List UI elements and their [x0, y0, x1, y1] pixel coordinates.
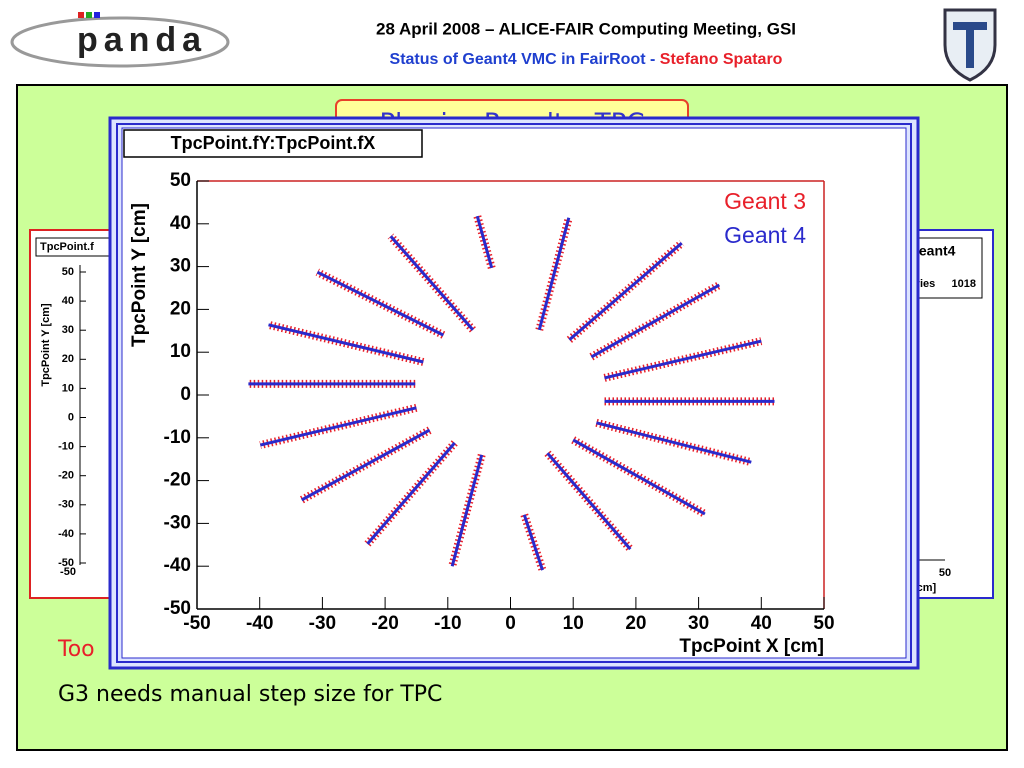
- y-axis-label: TpcPoint Y [cm]: [129, 203, 150, 347]
- y-tick-label: 0: [180, 384, 191, 405]
- mini-y-tick: 0: [68, 411, 74, 423]
- mini-y-tick: -40: [58, 528, 74, 540]
- y-tick-label: 40: [170, 213, 191, 234]
- mini-title: TpcPoint.f: [40, 241, 94, 253]
- mini-x-tick: 50: [939, 567, 951, 579]
- plot-canvas: [121, 127, 907, 659]
- plot-area: -50 -40 -30 -20 -10 0 10 20 30 40 50 -50 -40 -30 -20 -1…: [164, 170, 835, 634]
- mini-y-tick: -30: [58, 499, 74, 511]
- header-line: Status of Geant4 VMC in FairRoot - Stefa…: [390, 51, 783, 68]
- y-tick-label: 50: [170, 170, 191, 191]
- logo-dot: [86, 12, 92, 18]
- mini-y-tick: 20: [62, 353, 74, 365]
- y-tick-label: -20: [164, 470, 191, 491]
- mini-ticks: 50 40 30 20 10 0 -10 -20 -30 -40 -50: [58, 266, 86, 569]
- y-tick-label: 20: [170, 298, 191, 319]
- x-tick-label: 20: [625, 613, 646, 634]
- stats-value: 1018: [952, 278, 976, 290]
- shield-letter: [953, 22, 987, 68]
- x-tick-label: -10: [434, 613, 461, 634]
- mini-x-tick: -50: [60, 566, 76, 578]
- legend-entry: Geant 4: [724, 222, 806, 248]
- logo: panda: [77, 21, 207, 59]
- x-tick-label: -30: [309, 613, 336, 634]
- mini-y-tick: 10: [62, 382, 74, 394]
- bullet: Too: [57, 637, 95, 662]
- y-tick-label: -30: [164, 512, 191, 533]
- x-tick-label: 0: [505, 613, 516, 634]
- subtitle: Status of Geant4 VMC in FairRoot -: [390, 51, 660, 68]
- mini-y-tick: -50: [58, 557, 74, 569]
- logo-ring: [10, 16, 230, 68]
- header-line: 28 April 2008 – ALICE-FAIR Computing Mee…: [376, 19, 796, 38]
- mini-y-tick: 40: [62, 295, 74, 307]
- legend-entry: Geant 3: [724, 188, 806, 214]
- x-tick-label: -40: [246, 613, 273, 634]
- chart-title: TpcPoint.fY:TpcPoint.fX: [171, 133, 376, 153]
- x-tick-label: 40: [751, 613, 772, 634]
- y-tick-label: 30: [170, 256, 191, 277]
- mini-y-tick: -20: [58, 470, 74, 482]
- x-tick-label: -20: [371, 613, 398, 634]
- mini-y-tick: 50: [62, 266, 74, 278]
- mini-y-tick: -10: [58, 441, 74, 453]
- data-track: [248, 215, 775, 571]
- logo-dot: [94, 12, 100, 18]
- author: Stefano Spataro: [660, 51, 783, 68]
- plot-window-frame: [116, 123, 912, 663]
- x-axis-label: TpcPoint X [cm]: [679, 636, 824, 657]
- y-tick-label: -40: [164, 555, 191, 576]
- mini-y-label: TpcPoint Y [cm]: [40, 303, 52, 387]
- logo-dot: [78, 12, 84, 18]
- y-tick-label: 10: [170, 341, 191, 362]
- y-tick-label: -50: [164, 598, 191, 619]
- x-tick-label: 50: [813, 613, 834, 634]
- mini-y-tick: 30: [62, 324, 74, 336]
- y-tick-label: -10: [164, 427, 191, 448]
- mini-title: Geant4: [908, 243, 956, 259]
- x-tick-label: 30: [688, 613, 709, 634]
- plot-title-box: [123, 129, 423, 158]
- x-tick-label: 10: [563, 613, 584, 634]
- bullet: G3 needs manual step size for TPC: [58, 682, 442, 707]
- x-tick-label: -50: [183, 613, 210, 634]
